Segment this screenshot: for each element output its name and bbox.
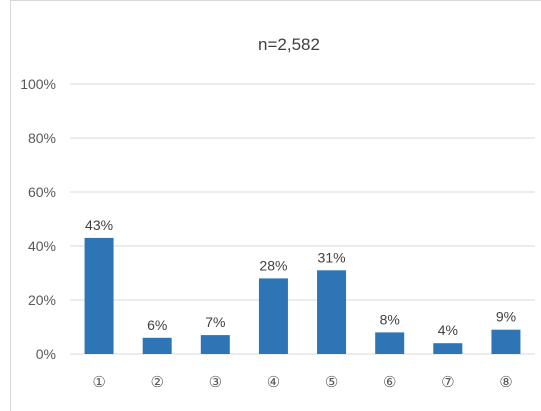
data-labels: 43% 6% 7% 28% 31% 8% 4% 9% <box>85 217 516 338</box>
bar <box>142 337 172 354</box>
data-label: 9% <box>496 309 516 325</box>
y-tick-label: 80% <box>28 130 56 146</box>
data-label: 28% <box>259 257 287 273</box>
bars <box>84 237 521 354</box>
bar <box>84 237 114 354</box>
bar <box>375 332 405 354</box>
x-category-label: ⑦ <box>441 374 454 391</box>
x-category-label: ④ <box>267 374 280 391</box>
data-label: 6% <box>147 317 167 333</box>
y-tick-label: 0% <box>36 346 56 362</box>
bar <box>317 270 347 354</box>
data-label: 8% <box>380 311 400 327</box>
data-label: 7% <box>205 314 225 330</box>
bar <box>433 343 463 354</box>
x-category-label: ⑤ <box>325 374 338 391</box>
y-tick-label: 60% <box>28 184 56 200</box>
bar <box>200 335 230 354</box>
chart-frame <box>10 0 541 411</box>
data-label: 4% <box>438 322 458 338</box>
x-category-label: ⑥ <box>383 374 396 391</box>
bar <box>491 329 521 354</box>
bar <box>258 278 288 354</box>
y-axis-ticks: 0% 20% 40% 60% 80% 100% <box>20 76 56 362</box>
gridlines <box>70 83 535 355</box>
y-tick-label: 20% <box>28 292 56 308</box>
data-label: 43% <box>85 217 113 233</box>
x-axis-categories: ① ② ③ ④ ⑤ ⑥ ⑦ ⑧ <box>92 374 512 391</box>
x-category-label: ⑧ <box>499 374 512 391</box>
y-tick-label: 100% <box>20 76 56 92</box>
x-category-label: ② <box>150 374 163 391</box>
x-category-label: ① <box>92 374 105 391</box>
x-category-label: ③ <box>209 374 222 391</box>
chart-title: n=2,582 <box>258 35 320 54</box>
y-tick-label: 40% <box>28 238 56 254</box>
data-label: 31% <box>318 249 346 265</box>
